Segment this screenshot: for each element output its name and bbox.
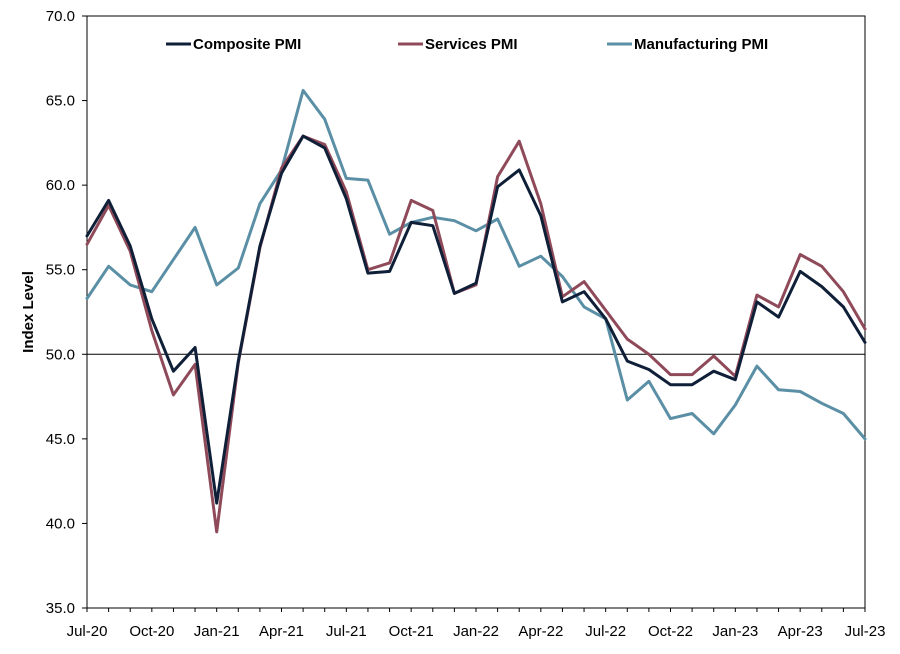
x-tick-label: Jan-23 bbox=[712, 623, 758, 640]
x-tick-label: Apr-22 bbox=[518, 623, 563, 640]
x-tick-label: Apr-21 bbox=[259, 623, 304, 640]
y-tick-label: 55.0 bbox=[46, 262, 75, 279]
series-line-composite-pmi bbox=[85, 134, 867, 505]
y-tick-label: 60.0 bbox=[46, 177, 75, 194]
x-tick-label: Jan-21 bbox=[194, 623, 240, 640]
plot-area bbox=[86, 15, 866, 609]
x-tick-label: Jul-21 bbox=[326, 623, 367, 640]
y-tick-label: 35.0 bbox=[46, 600, 75, 617]
legend-label: Services PMI bbox=[425, 36, 518, 53]
x-tick-label: Apr-23 bbox=[778, 623, 823, 640]
legend-item-manufacturing-pmi: Manufacturing PMI bbox=[607, 36, 768, 53]
legend-label: Manufacturing PMI bbox=[634, 36, 768, 53]
y-axis-title: Index Level bbox=[20, 271, 37, 353]
x-tick-label: Oct-22 bbox=[648, 623, 693, 640]
series-line-manufacturing-pmi bbox=[85, 88, 867, 441]
x-tick-label: Oct-20 bbox=[129, 623, 174, 640]
legend-item-composite-pmi: Composite PMI bbox=[166, 36, 301, 53]
legend-item-services-pmi: Services PMI bbox=[398, 36, 518, 53]
x-tick-label: Oct-21 bbox=[389, 623, 434, 640]
y-tick-label: 45.0 bbox=[46, 431, 75, 448]
x-tick-label: Jul-20 bbox=[67, 623, 108, 640]
y-tick-label: 40.0 bbox=[46, 515, 75, 532]
y-tick-label: 65.0 bbox=[46, 93, 75, 110]
x-tick-label: Jul-23 bbox=[845, 623, 886, 640]
y-tick-label: 70.0 bbox=[46, 8, 75, 25]
x-tick-label: Jan-22 bbox=[453, 623, 499, 640]
x-tick-label: Jul-22 bbox=[585, 623, 626, 640]
y-tick-label: 50.0 bbox=[46, 346, 75, 363]
legend-label: Composite PMI bbox=[193, 36, 301, 53]
